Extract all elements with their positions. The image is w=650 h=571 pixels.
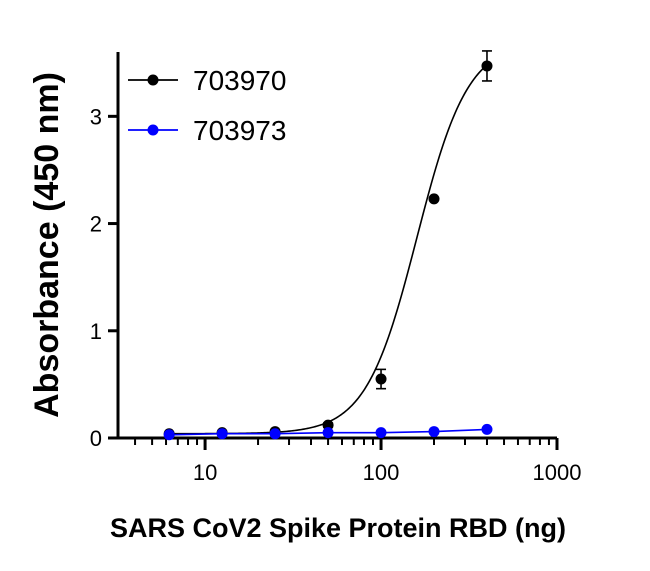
legend-marker — [147, 74, 159, 86]
data-point — [481, 423, 493, 435]
legend: 703970 703973 — [128, 65, 286, 146]
data-points — [163, 50, 493, 441]
x-axis-label: SARS CoV2 Spike Protein RBD (ng) — [110, 513, 566, 543]
data-point — [216, 428, 228, 440]
x-ticks: 10 100 1000 — [134, 438, 582, 485]
y-tick-label: 0 — [90, 426, 102, 451]
data-point — [481, 60, 493, 72]
x-tick-label: 10 — [193, 460, 217, 485]
legend-label: 703973 — [193, 115, 286, 146]
legend-marker — [147, 124, 159, 136]
data-point — [428, 426, 440, 438]
data-point — [428, 193, 440, 205]
y-tick-label: 3 — [90, 104, 102, 129]
y-ticks: 0 1 2 3 — [90, 104, 118, 451]
data-point — [375, 427, 387, 439]
y-axis-label: Absorbance (450 nm) — [28, 72, 66, 418]
data-point — [322, 427, 334, 439]
y-tick-label: 2 — [90, 212, 102, 237]
x-tick-label: 100 — [363, 460, 400, 485]
x-tick-label: 1000 — [533, 460, 582, 485]
legend-label: 703970 — [193, 65, 286, 96]
axes — [116, 52, 557, 440]
data-point — [375, 373, 387, 385]
data-point — [163, 429, 175, 441]
data-point — [269, 428, 281, 440]
y-tick-label: 1 — [90, 319, 102, 344]
